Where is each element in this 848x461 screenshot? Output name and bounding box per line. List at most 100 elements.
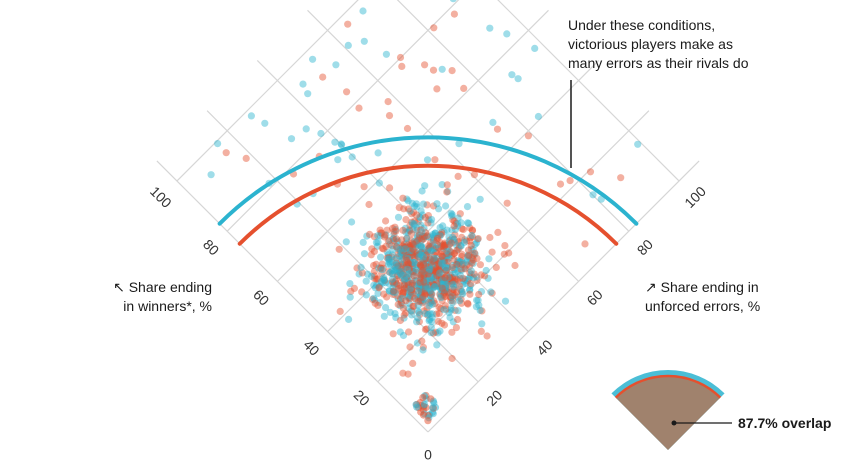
scatter-point xyxy=(420,256,428,264)
scatter-point xyxy=(403,260,411,269)
scatter-point xyxy=(426,315,434,324)
scatter-point xyxy=(399,249,407,257)
scatter-point xyxy=(436,284,444,292)
scatter-point xyxy=(409,268,417,276)
scatter-point xyxy=(415,308,423,317)
scatter-point xyxy=(377,229,385,237)
scatter-point xyxy=(457,295,465,303)
scatter-point xyxy=(421,291,429,299)
scatter-point xyxy=(467,257,475,265)
scatter-point xyxy=(407,230,415,238)
scatter-point xyxy=(408,307,416,315)
scatter-point xyxy=(408,279,416,287)
scatter-point xyxy=(374,301,382,309)
series-arc-1 xyxy=(237,163,619,246)
scatter-point xyxy=(456,297,464,305)
scatter-point xyxy=(415,279,423,287)
scatter-point xyxy=(492,263,500,271)
scatter-point xyxy=(403,263,411,271)
left-axis-tick-100: 100 xyxy=(147,183,175,211)
scatter-point xyxy=(426,249,434,257)
scatter-point xyxy=(429,202,438,210)
scatter-point xyxy=(421,267,429,275)
scatter-point xyxy=(466,286,474,294)
scatter-point xyxy=(432,244,440,252)
scatter-point xyxy=(459,225,467,234)
scatter-point xyxy=(430,256,438,264)
scatter-point xyxy=(384,98,392,106)
scatter-point xyxy=(422,282,430,290)
scatter-point xyxy=(417,293,425,301)
scatter-point xyxy=(383,254,391,262)
scatter-point xyxy=(447,293,455,302)
scatter-point xyxy=(405,243,413,251)
scatter-point xyxy=(445,288,453,296)
scatter-point xyxy=(410,258,418,266)
scatter-point xyxy=(411,217,419,225)
scatter-point xyxy=(362,291,370,299)
scatter-point xyxy=(409,292,417,300)
scatter-point xyxy=(440,257,448,266)
scatter-point xyxy=(461,236,469,244)
scatter-point xyxy=(429,261,437,269)
scatter-point xyxy=(406,242,414,250)
scatter-point xyxy=(428,258,436,266)
left-axis-tick-0: 0 xyxy=(424,447,432,461)
scatter-point xyxy=(392,259,400,267)
scatter-point xyxy=(438,65,446,73)
scatter-point xyxy=(449,0,457,3)
scatter-point xyxy=(444,187,452,196)
grid-line-right-100 xyxy=(497,0,680,182)
scatter-point xyxy=(447,248,455,256)
scatter-point xyxy=(447,306,455,314)
scatter-point xyxy=(406,227,414,235)
scatter-point xyxy=(454,293,462,301)
scatter-point xyxy=(423,305,431,313)
scatter-point xyxy=(424,275,432,283)
scatter-point xyxy=(465,275,473,283)
scatter-point xyxy=(406,243,414,251)
scatter-point xyxy=(413,318,421,326)
scatter-point xyxy=(393,271,402,279)
scatter-point xyxy=(413,231,421,239)
scatter-point xyxy=(416,213,424,221)
series-arc-0 xyxy=(217,135,639,226)
scatter-point xyxy=(449,278,457,286)
scatter-point xyxy=(488,248,496,256)
scatter-point xyxy=(416,292,424,300)
scatter-point xyxy=(430,24,438,32)
annotation-line-1: Under these conditions, xyxy=(568,17,716,33)
scatter-point xyxy=(473,296,481,304)
scatter-point xyxy=(416,294,424,302)
scatter-point xyxy=(420,271,428,279)
scatter-point xyxy=(437,231,445,239)
scatter-point xyxy=(450,249,459,258)
scatter-point xyxy=(398,261,406,269)
scatter-point xyxy=(420,235,428,243)
scatter-point xyxy=(394,244,402,252)
scatter-point xyxy=(508,71,516,79)
scatter-point xyxy=(433,241,441,249)
scatter-point xyxy=(438,181,446,189)
scatter-point xyxy=(375,264,383,272)
scatter-point xyxy=(407,247,415,255)
scatter-point xyxy=(406,285,414,293)
scatter-point xyxy=(371,284,379,292)
scatter-point xyxy=(487,288,495,296)
scatter-point xyxy=(438,284,446,292)
scatter-point xyxy=(336,307,344,315)
scatter-point xyxy=(378,266,386,274)
scatter-point xyxy=(454,307,462,315)
scatter-point xyxy=(380,233,389,241)
scatter-point xyxy=(460,277,468,285)
scatter-point xyxy=(355,270,363,278)
scatter-point xyxy=(423,325,431,333)
scatter-point xyxy=(405,244,413,252)
scatter-point xyxy=(589,191,597,199)
scatter-point xyxy=(397,249,405,257)
scatter-point xyxy=(343,88,351,96)
scatter-point xyxy=(373,242,381,250)
scatter-point xyxy=(222,149,230,157)
scatter-point xyxy=(449,318,457,326)
scatter-point xyxy=(424,219,432,227)
